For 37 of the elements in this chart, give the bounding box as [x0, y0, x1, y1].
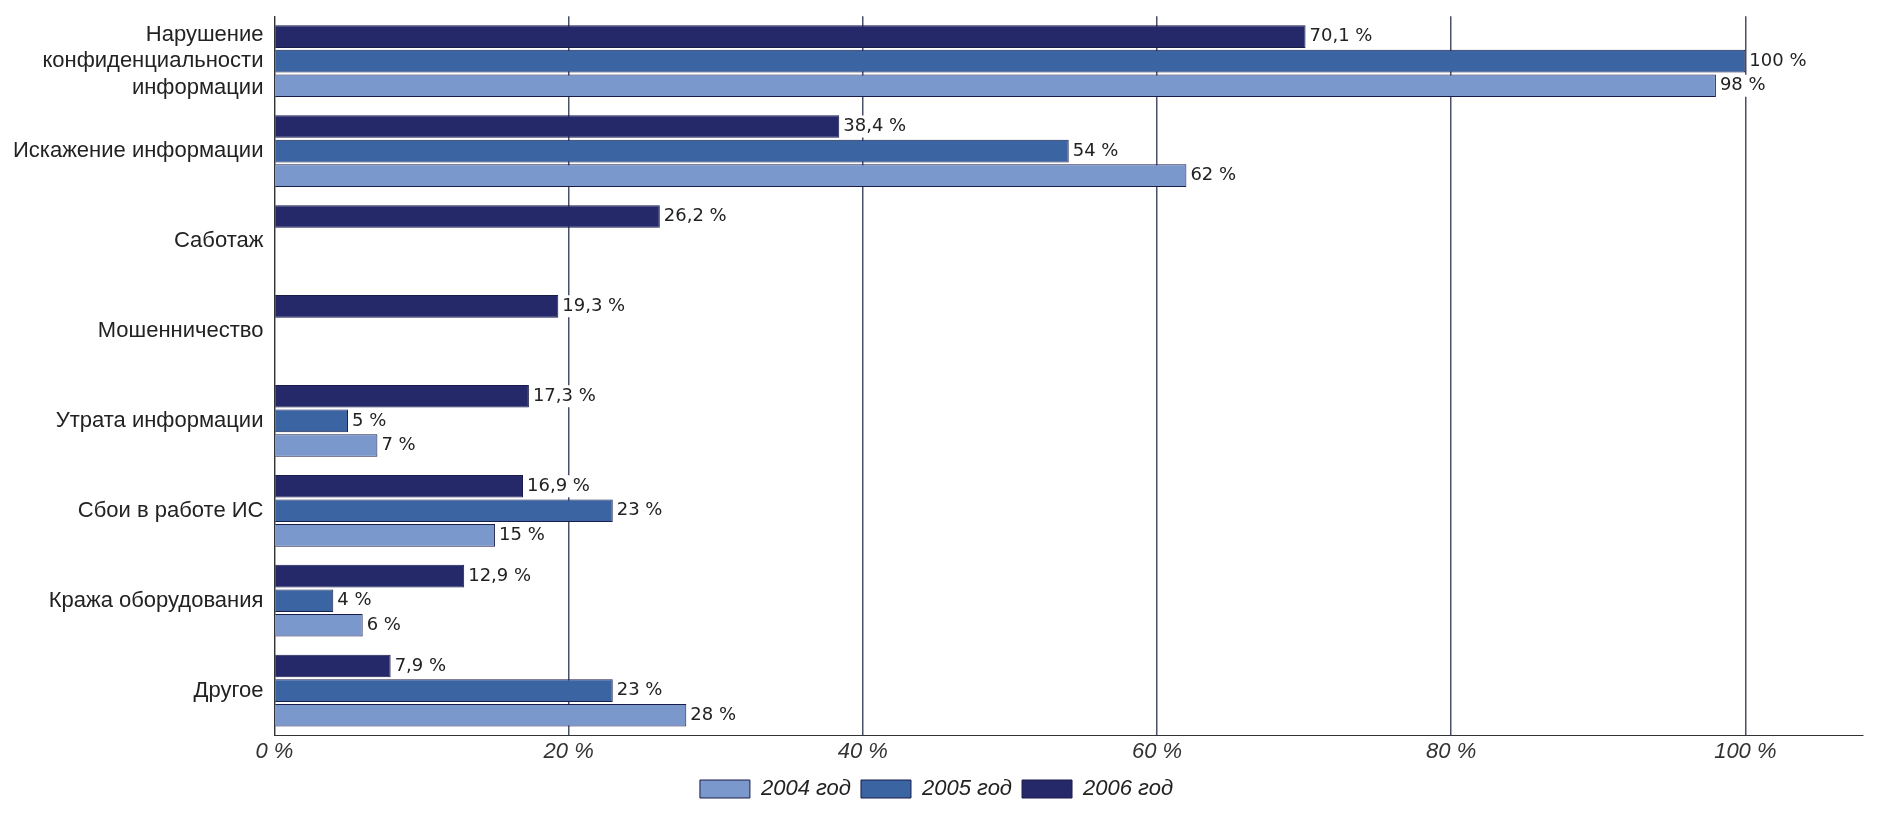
data-label: 100 % [1749, 48, 1807, 70]
x-tick-label: 0 % [255, 737, 294, 763]
data-label: 7,9 % [394, 653, 447, 675]
y-tick-label: Сбои в работе ИС [77, 496, 264, 522]
data-label: 5 % [351, 408, 387, 430]
data-label: 7 % [381, 433, 416, 455]
legend-label: 2005 год [920, 775, 1013, 801]
data-label: 12,9 % [468, 563, 532, 585]
data-label: 4 % [337, 588, 372, 610]
data-label: 26,2 % [663, 204, 727, 226]
data-label: 19,3 % [562, 294, 626, 316]
x-tick-label: 60 % [1131, 737, 1183, 763]
data-label: 16,9 % [527, 473, 590, 495]
x-tick-label: 100 % [1714, 737, 1777, 763]
y-tick-label: Утрата информации [55, 406, 264, 432]
data-label: 54 % [1072, 138, 1119, 160]
legend-label: 2004 год [759, 775, 851, 801]
data-label: 98 % [1719, 73, 1766, 95]
x-tick-label: 80 % [1426, 737, 1477, 763]
y-tick-label: Мошенничество [97, 317, 264, 342]
data-label: 62 % [1190, 163, 1237, 185]
data-label: 70,1 % [1309, 24, 1373, 46]
data-label: 6 % [366, 612, 401, 634]
y-tick-label: Другое [193, 676, 264, 702]
legend-label: 2006 год [1082, 775, 1174, 801]
data-label: 23 % [616, 678, 663, 700]
data-label: 17,3 % [532, 383, 596, 405]
y-tick-label: Саботаж [173, 227, 264, 253]
x-tick-label: 40 % [837, 737, 888, 763]
x-tick-label: 20 % [542, 737, 594, 763]
data-label: 23 % [616, 498, 663, 520]
data-label: 28 % [690, 702, 737, 724]
y-tick-label: Нарушение конфиденциальности информации [42, 20, 264, 99]
data-label: 15 % [499, 523, 545, 545]
y-tick-label: Искажение информации [12, 137, 264, 163]
data-label: 38,4 % [843, 114, 907, 136]
y-tick-label: Кража оборудования [48, 586, 264, 612]
